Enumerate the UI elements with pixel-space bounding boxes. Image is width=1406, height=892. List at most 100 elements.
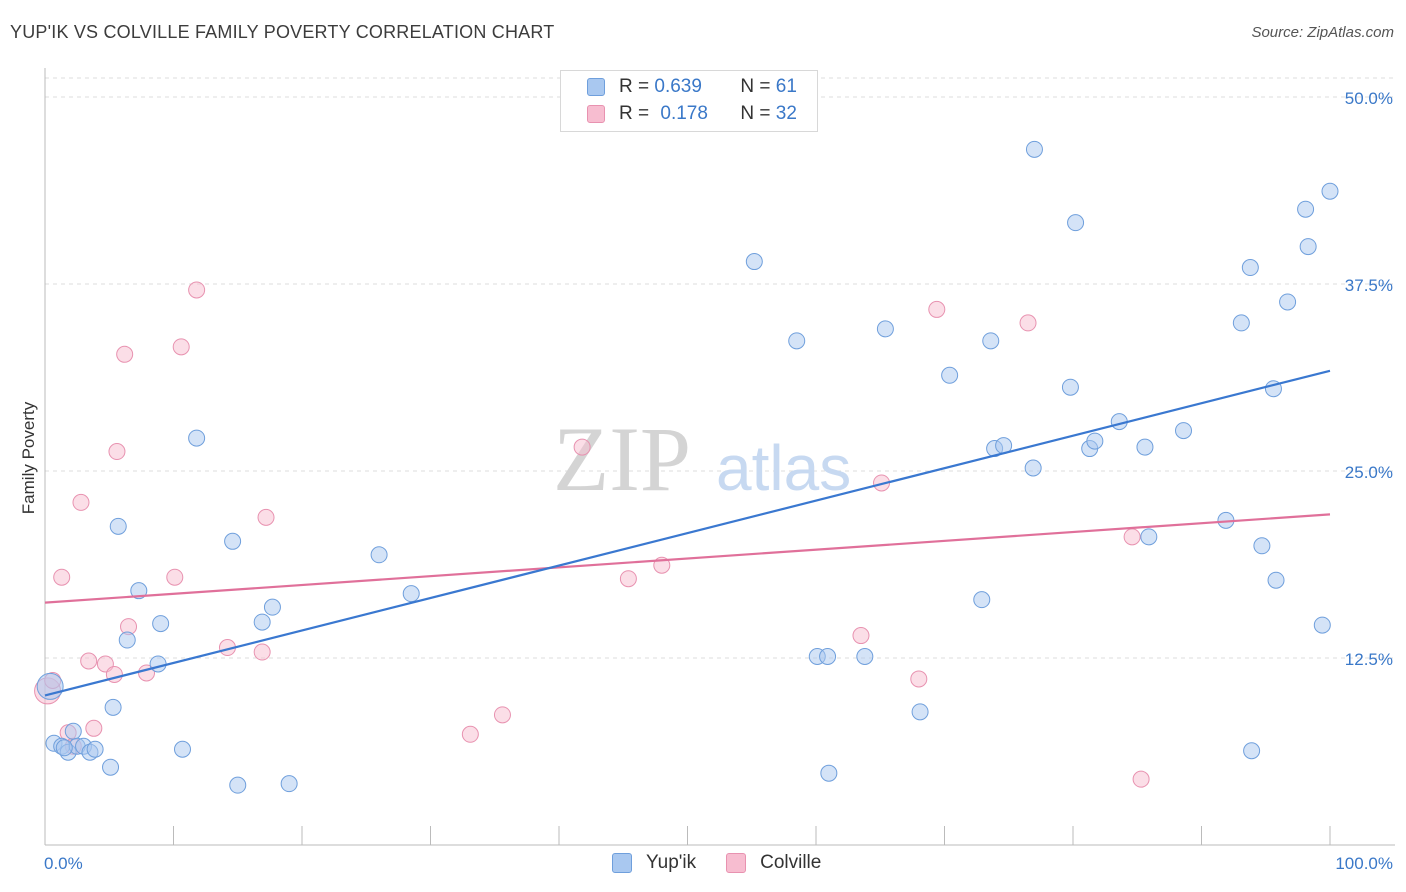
y-tick-label: 25.0% [1345, 463, 1393, 482]
n-label: N = [740, 103, 776, 124]
yupik-point [263, 598, 281, 616]
yupik-point [229, 776, 247, 794]
colville-point [1132, 770, 1150, 788]
yupik-point [55, 739, 73, 757]
r-label: R = [619, 76, 655, 97]
yupik-point [1299, 238, 1317, 256]
yupik-point [1086, 432, 1104, 450]
yupik-point [130, 582, 148, 600]
yupik-point [745, 253, 763, 271]
yupik-point [1067, 214, 1085, 232]
yupik-point [820, 764, 838, 782]
colville-point [80, 652, 98, 670]
yupik-point [86, 740, 104, 758]
yupik-point [911, 703, 929, 721]
colville-point [852, 627, 870, 645]
colville-point [461, 725, 479, 743]
yupik-point [856, 648, 874, 666]
yupik-point [280, 775, 298, 793]
yupik-point [149, 655, 167, 673]
watermark-zip: ZIP [553, 408, 691, 510]
legend-item-colville[interactable]: Colville [726, 852, 821, 874]
yupik-point [819, 648, 837, 666]
yupik-point [370, 546, 388, 564]
series-legend: Yup'ik Colville [612, 852, 851, 874]
y-tick-label: 37.5% [1345, 276, 1393, 295]
legend-label-colville: Colville [760, 852, 822, 873]
yupik-point [1313, 616, 1331, 634]
yupik-point [1267, 571, 1285, 589]
x-tick-label-max: 100.0% [1335, 854, 1393, 873]
legend-label-yupik: Yup'ik [646, 852, 697, 873]
yupik-point [1253, 537, 1271, 555]
stats-legend-row-yupik: R = 0.639 N = 61 [587, 76, 797, 98]
yupik-point [1243, 742, 1261, 760]
colville-point [1123, 528, 1141, 546]
yupik-swatch-icon [587, 78, 605, 96]
yupik-point [973, 591, 991, 609]
yupik-point [253, 613, 271, 631]
colville-point [166, 568, 184, 586]
chart-source: Source: ZipAtlas.com [1251, 24, 1394, 41]
yupik-point [982, 332, 1000, 350]
colville-point [257, 508, 275, 526]
watermark-atlas: atlas [716, 432, 851, 504]
yupik-point [876, 320, 894, 338]
colville-point [108, 443, 126, 461]
x-tick-label-min: 0.0% [44, 854, 83, 873]
stats-legend: R = 0.639 N = 61 R = 0.178 N = 32 [560, 70, 818, 132]
yupik-point [104, 698, 122, 716]
colville-point [253, 643, 271, 661]
stats-legend-row-colville: R = 0.178 N = 32 [587, 103, 797, 125]
colville-point [928, 300, 946, 318]
colville-point [85, 719, 103, 737]
colville-points [34, 281, 1150, 788]
axes [44, 68, 1395, 846]
yupik-point [118, 631, 136, 649]
yupik-point [1175, 422, 1193, 440]
yupik-point [152, 615, 170, 633]
yupik-legend-icon [612, 853, 632, 873]
colville-legend-icon [726, 853, 747, 873]
y-tick-label: 50.0% [1345, 89, 1393, 108]
y-axis-label: Family Poverty [19, 401, 38, 514]
yupik-point [1241, 259, 1259, 277]
yupik-point [1136, 438, 1154, 456]
yupik-points [36, 140, 1339, 794]
yupik-point [173, 740, 191, 758]
legend-item-yupik[interactable]: Yup'ik [612, 852, 696, 874]
yupik-point [941, 366, 959, 384]
grid-lines [45, 77, 1395, 659]
yupik-point [1025, 140, 1043, 158]
r-label: R = [619, 103, 655, 124]
yupik-point [1279, 293, 1297, 311]
colville-point [72, 493, 90, 511]
yupik-trend-line [44, 369, 1331, 697]
colville-point [53, 568, 71, 586]
trend-lines [44, 369, 1331, 697]
colville-trend-line [44, 513, 1331, 604]
tick-labels: 12.5% 25.0% 37.5% 50.0% 0.0% 100.0% Family Pov… [19, 89, 1393, 873]
yupik-point [1297, 200, 1315, 218]
r-value: 0.639 [654, 76, 702, 97]
r-value: 0.178 [660, 103, 708, 124]
colville-point [910, 670, 928, 688]
yupik-point [188, 429, 206, 447]
yupik-point [109, 517, 127, 535]
yupik-point [1061, 378, 1079, 396]
colville-point [172, 338, 190, 356]
colville-point [619, 570, 637, 588]
colville-point [116, 345, 134, 363]
yupik-point [36, 672, 64, 700]
yupik-point [402, 585, 420, 603]
yupik-point [1140, 528, 1158, 546]
yupik-point [102, 758, 120, 776]
y-tick-label: 12.5% [1345, 650, 1393, 669]
yupik-point [224, 532, 242, 550]
yupik-point [64, 722, 82, 740]
yupik-point [1321, 182, 1339, 200]
chart-title: YUP'IK VS COLVILLE FAMILY POVERTY CORREL… [10, 22, 555, 42]
yupik-point [1232, 314, 1250, 332]
n-value: 32 [775, 103, 797, 124]
